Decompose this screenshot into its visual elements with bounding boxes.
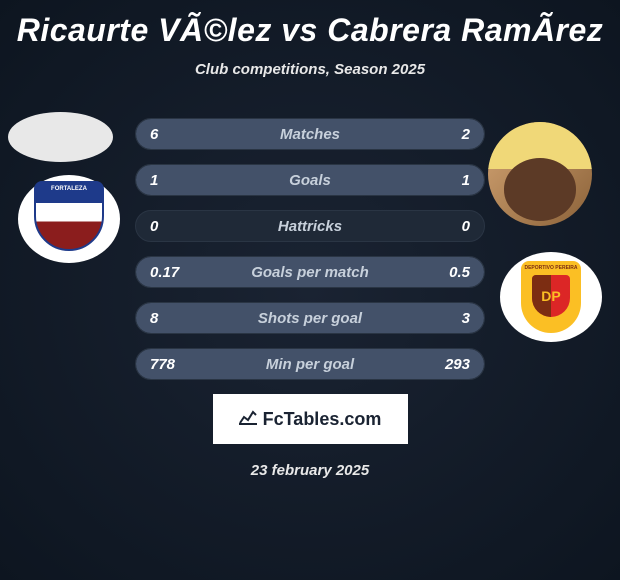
crest-left-body bbox=[34, 201, 104, 251]
stat-value-right: 2 bbox=[462, 126, 470, 143]
stat-label: Shots per goal bbox=[136, 310, 484, 327]
stat-value-right: 0.5 bbox=[449, 264, 470, 281]
crest-left-icon: FORTALEZA bbox=[34, 181, 104, 257]
player-left-avatar bbox=[8, 112, 113, 162]
stat-row: Goals per match0.17 0.5 bbox=[135, 256, 485, 288]
stat-value-left: 8 bbox=[150, 310, 158, 327]
stat-row: Shots per goal8 3 bbox=[135, 302, 485, 334]
stat-label: Goals bbox=[136, 172, 484, 189]
crest-right-text: DEPORTIVO PEREIRA bbox=[524, 265, 577, 271]
player-right-avatar bbox=[488, 122, 592, 226]
chart-icon bbox=[239, 409, 257, 430]
stat-value-left: 778 bbox=[150, 356, 175, 373]
branding-badge: FcTables.com bbox=[213, 394, 408, 444]
stat-value-left: 0 bbox=[150, 218, 158, 235]
club-left-crest: FORTALEZA bbox=[18, 175, 120, 263]
stat-label: Matches bbox=[136, 126, 484, 143]
stat-label: Min per goal bbox=[136, 356, 484, 373]
stat-value-left: 6 bbox=[150, 126, 158, 143]
stat-label: Hattricks bbox=[136, 218, 484, 235]
branding-text: FcTables.com bbox=[263, 409, 382, 430]
stat-value-right: 293 bbox=[445, 356, 470, 373]
page-title: Ricaurte VÃ©lez vs Cabrera RamÃ­rez bbox=[0, 0, 620, 49]
subtitle: Club competitions, Season 2025 bbox=[0, 61, 620, 78]
crest-right-icon: DEPORTIVO PEREIRA DP bbox=[521, 261, 581, 333]
stat-value-right: 0 bbox=[462, 218, 470, 235]
stat-row: Goals1 1 bbox=[135, 164, 485, 196]
club-right-crest: DEPORTIVO PEREIRA DP bbox=[500, 252, 602, 342]
stat-value-left: 1 bbox=[150, 172, 158, 189]
stat-row: Matches6 2 bbox=[135, 118, 485, 150]
stat-label: Goals per match bbox=[136, 264, 484, 281]
stat-row: Hattricks0 0 bbox=[135, 210, 485, 242]
stat-row: Min per goal778 293 bbox=[135, 348, 485, 380]
crest-left-text: FORTALEZA bbox=[34, 181, 104, 201]
stats-container: Matches6 2 Goals1 1 Hattricks0 0 Goals per mat… bbox=[135, 118, 485, 380]
date-text: 23 february 2025 bbox=[0, 462, 620, 479]
crest-right-shield: DP bbox=[532, 275, 570, 317]
stat-value-right: 3 bbox=[462, 310, 470, 327]
stat-value-left: 0.17 bbox=[150, 264, 179, 281]
stat-value-right: 1 bbox=[462, 172, 470, 189]
